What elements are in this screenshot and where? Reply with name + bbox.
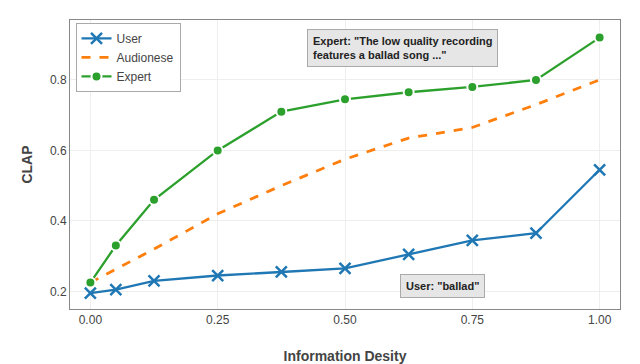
svg-text:User: "ballad": User: "ballad" <box>406 280 479 292</box>
svg-text:CLAP: CLAP <box>19 145 35 183</box>
svg-text:Audionese: Audionese <box>117 51 174 65</box>
svg-text:User: User <box>117 32 142 46</box>
svg-text:0.4: 0.4 <box>50 214 67 228</box>
svg-text:0.25: 0.25 <box>206 313 230 327</box>
svg-text:0.75: 0.75 <box>461 313 485 327</box>
svg-text:Information Desity: Information Desity <box>284 348 407 364</box>
svg-text:0.50: 0.50 <box>333 313 357 327</box>
svg-text:Expert: Expert <box>117 70 152 84</box>
svg-text:1.00: 1.00 <box>588 313 612 327</box>
svg-text:0.8: 0.8 <box>50 73 67 87</box>
svg-text:0.6: 0.6 <box>50 144 67 158</box>
svg-text:0.00: 0.00 <box>79 313 103 327</box>
svg-text:0.2: 0.2 <box>50 285 67 299</box>
svg-text:Expert: "The low quality recor: Expert: "The low quality recordingfeatur… <box>313 35 492 61</box>
